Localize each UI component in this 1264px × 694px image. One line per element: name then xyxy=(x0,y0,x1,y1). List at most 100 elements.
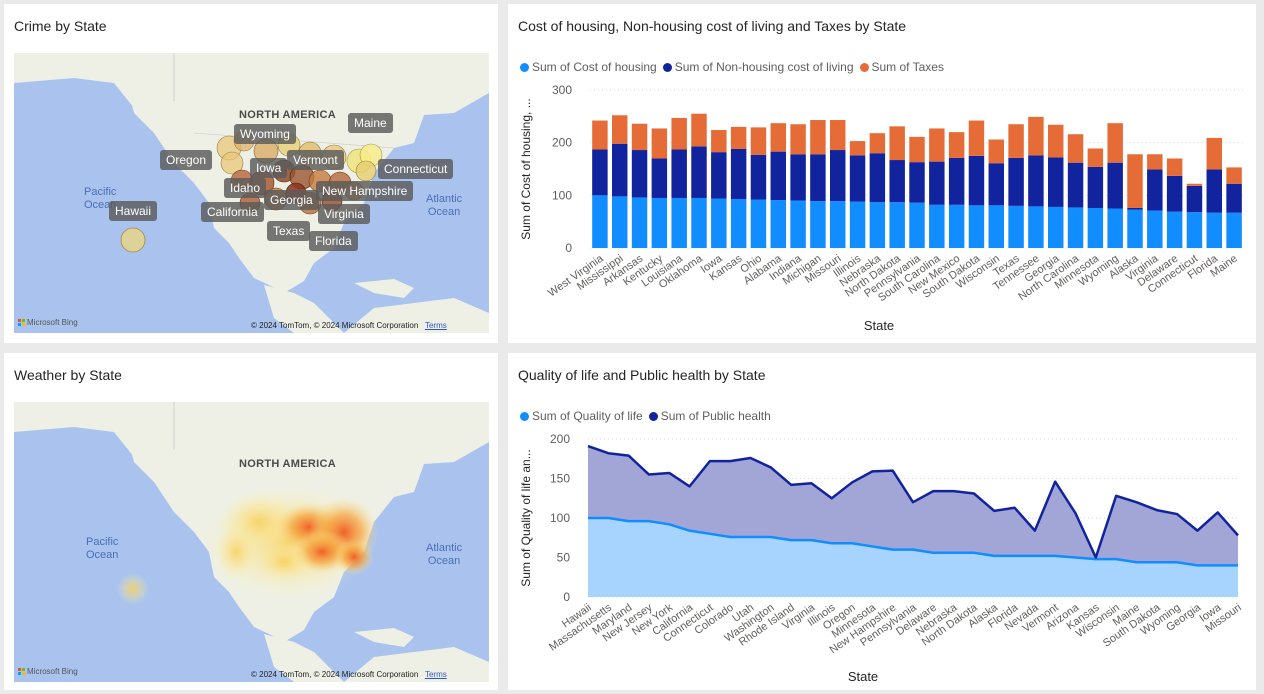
map-label-idaho[interactable]: Idaho xyxy=(224,178,267,198)
bar-sum-of-non-housing-cost-of-living-south-carolina xyxy=(929,161,945,205)
bar-sum-of-non-housing-cost-of-living-michigan xyxy=(810,154,826,202)
bar-sum-of-non-housing-cost-of-living-ohio xyxy=(750,154,767,200)
map-label-vermont[interactable]: Vermont xyxy=(287,150,344,170)
map-attribution: © 2024 TomTom, © 2024 Microsoft Corporat… xyxy=(251,321,447,330)
map-label-iowa[interactable]: Iowa xyxy=(250,158,288,178)
y-tick-label: 100 xyxy=(552,188,572,202)
crime-map-title: Crime by State xyxy=(14,18,107,34)
bar-sum-of-non-housing-cost-of-living-connecticut xyxy=(1186,185,1203,213)
map-label-connecticut[interactable]: Connecticut xyxy=(378,159,454,179)
bar-sum-of-non-housing-cost-of-living-south-dakota xyxy=(968,155,985,206)
bar-sum-of-cost-of-housing-missouri xyxy=(829,201,846,248)
bar-sum-of-cost-of-housing-minnesota xyxy=(1087,207,1104,248)
map-label-hawaii[interactable]: Hawaii xyxy=(109,201,158,221)
map-label-oregon[interactable]: Oregon xyxy=(160,150,213,170)
bar-sum-of-cost-of-housing-south-dakota xyxy=(968,205,985,248)
map-label-california[interactable]: California xyxy=(201,202,264,222)
bar-sum-of-taxes-kansas xyxy=(730,126,747,149)
bar-sum-of-non-housing-cost-of-living-tennessee xyxy=(1028,155,1044,207)
crime-map-land xyxy=(14,53,489,333)
bar-sum-of-cost-of-housing-alaska xyxy=(1127,209,1143,248)
map-label-maine[interactable]: Maine xyxy=(348,113,393,133)
bar-sum-of-non-housing-cost-of-living-iowa xyxy=(711,152,727,199)
bar-sum-of-cost-of-housing-south-carolina xyxy=(929,204,945,248)
bar-sum-of-cost-of-housing-texas xyxy=(1008,205,1024,248)
bar-sum-of-cost-of-housing-wisconsin xyxy=(988,205,1005,248)
bar-sum-of-non-housing-cost-of-living-minnesota xyxy=(1087,166,1104,208)
bar-sum-of-taxes-iowa xyxy=(711,130,727,153)
bar-sum-of-taxes-wyoming xyxy=(1107,123,1123,163)
bing-logo: Microsoft Bing xyxy=(18,667,78,676)
quality-chart-title: Quality of life and Public health by Sta… xyxy=(518,367,766,383)
bar-sum-of-cost-of-housing-arkansas xyxy=(631,197,648,248)
housing-chart-title: Cost of housing, Non-housing cost of liv… xyxy=(518,18,907,34)
bar-sum-of-taxes-michigan xyxy=(810,120,826,155)
map-label-texas[interactable]: Texas xyxy=(267,221,311,241)
legend-item-nonhousing[interactable]: Sum of Non-housing cost of living xyxy=(662,60,854,74)
atlantic-ocean-label: Atlantic Ocean xyxy=(426,542,463,567)
bar-sum-of-cost-of-housing-tennessee xyxy=(1028,206,1044,248)
bar-sum-of-taxes-illinois xyxy=(849,141,866,156)
bar-sum-of-non-housing-cost-of-living-new-mexico xyxy=(948,157,965,205)
bar-sum-of-cost-of-housing-pennsylvania xyxy=(909,202,925,248)
legend-dot-taxes xyxy=(859,62,869,72)
bar-sum-of-taxes-georgia xyxy=(1047,124,1064,158)
weather-map[interactable]: NORTH AMERICA Pacific Ocean Atlantic Ocean… xyxy=(14,402,489,682)
bar-sum-of-taxes-connecticut xyxy=(1186,183,1203,186)
y-tick-label: 100 xyxy=(550,511,570,525)
map-label-virginia[interactable]: Virginia xyxy=(318,204,370,224)
microsoft-logo-icon xyxy=(18,319,25,326)
bar-sum-of-cost-of-housing-alabama xyxy=(770,200,787,248)
crime-map[interactable]: NORTH AMERICA Pacific Ocean Atlantic Ocean… xyxy=(14,53,489,333)
pacific-ocean-label: Pacific Ocean xyxy=(84,186,117,211)
bar-sum-of-non-housing-cost-of-living-indiana xyxy=(790,154,806,201)
legend-item-housing[interactable]: Sum of Cost of housing xyxy=(520,60,657,74)
bar-sum-of-non-housing-cost-of-living-west-virginia xyxy=(592,149,608,196)
bar-sum-of-taxes-new-mexico xyxy=(948,132,965,158)
map-label-new-hampshire[interactable]: New Hampshire xyxy=(316,181,414,201)
legend-item-health[interactable]: Sum of Public health xyxy=(648,409,771,423)
pacific-ocean-label: Pacific Ocean xyxy=(86,536,119,561)
bar-sum-of-cost-of-housing-mississippi xyxy=(611,196,628,248)
bar-sum-of-cost-of-housing-georgia xyxy=(1047,206,1064,248)
terms-link[interactable]: Terms xyxy=(424,321,447,330)
bar-sum-of-cost-of-housing-north-carolina xyxy=(1067,207,1084,248)
bar-sum-of-taxes-delaware xyxy=(1166,158,1183,176)
bar-sum-of-taxes-north-carolina xyxy=(1067,134,1084,163)
bar-sum-of-cost-of-housing-north-dakota xyxy=(889,202,905,248)
legend-item-taxes[interactable]: Sum of Taxes xyxy=(859,60,944,74)
bar-sum-of-non-housing-cost-of-living-illinois xyxy=(849,155,866,202)
bar-sum-of-taxes-arkansas xyxy=(631,123,648,151)
bar-sum-of-non-housing-cost-of-living-georgia xyxy=(1047,157,1064,207)
map-label-florida[interactable]: Florida xyxy=(309,231,358,251)
bar-sum-of-non-housing-cost-of-living-virginia xyxy=(1147,169,1163,211)
bar-sum-of-cost-of-housing-connecticut xyxy=(1186,212,1203,248)
bar-sum-of-cost-of-housing-delaware xyxy=(1166,211,1183,248)
quality-chart-card: Quality of life and Public health by Sta… xyxy=(508,353,1256,690)
weather-map-card: Weather by State xyxy=(4,353,498,690)
map-label-georgia[interactable]: Georgia xyxy=(264,190,319,210)
legend-dot-quality xyxy=(520,411,529,421)
bar-sum-of-non-housing-cost-of-living-north-carolina xyxy=(1067,162,1084,208)
bar-sum-of-non-housing-cost-of-living-pennsylvania xyxy=(909,162,925,203)
bar-sum-of-taxes-indiana xyxy=(790,124,806,155)
bar-sum-of-taxes-tennessee xyxy=(1028,116,1044,156)
bar-sum-of-cost-of-housing-maine xyxy=(1226,212,1242,248)
weather-map-title: Weather by State xyxy=(14,367,122,383)
bar-sum-of-non-housing-cost-of-living-alaska xyxy=(1127,207,1143,210)
bar-sum-of-taxes-alaska xyxy=(1127,154,1143,208)
y-tick-label: 150 xyxy=(550,472,570,486)
y-tick-label: 0 xyxy=(563,590,570,604)
legend-item-quality[interactable]: Sum of Quality of life xyxy=(520,409,643,423)
bar-sum-of-taxes-ohio xyxy=(750,127,767,155)
bar-sum-of-taxes-wisconsin xyxy=(988,139,1005,164)
bar-sum-of-taxes-south-carolina xyxy=(929,128,945,162)
map-label-wyoming[interactable]: Wyoming xyxy=(234,124,296,144)
quality-area-chart[interactable]: 050100150200HawaiiMassachusettsMarylandN… xyxy=(508,353,1256,690)
bar-sum-of-taxes-mississippi xyxy=(611,115,628,144)
bar-sum-of-cost-of-housing-new-mexico xyxy=(948,204,965,248)
bar-sum-of-taxes-kentucky xyxy=(651,128,668,159)
terms-link[interactable]: Terms xyxy=(424,670,447,679)
bar-sum-of-cost-of-housing-iowa xyxy=(711,198,727,248)
